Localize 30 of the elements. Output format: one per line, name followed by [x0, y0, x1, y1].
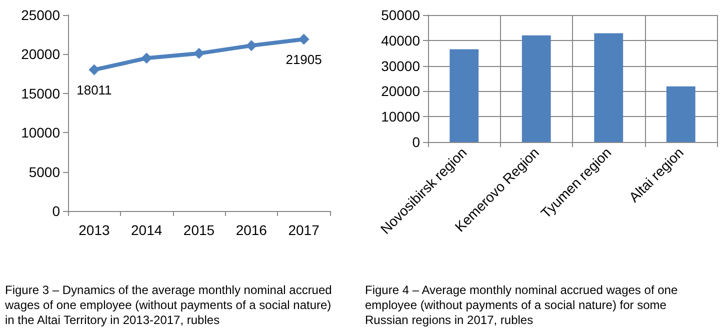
x-tick-label: 2017 — [288, 222, 320, 238]
x-tick-label: 2015 — [183, 222, 215, 238]
y-tick-label: 20000 — [381, 83, 420, 100]
y-tick-label: 0 — [52, 203, 60, 219]
point — [141, 52, 152, 64]
caption: Figure 3 – Dynamics of the average monthly nominal accrued wages of one employee (without payments of a social nature) in the Altai Territory in 2013-2017, rubles — [5, 283, 333, 328]
x-tick-label: 2014 — [131, 222, 162, 238]
data-label: 18011 — [76, 82, 112, 98]
y-tick-label: 25000 — [21, 7, 60, 23]
bar — [594, 33, 624, 142]
point — [88, 64, 100, 76]
y-tick-label: 20000 — [21, 46, 60, 62]
bar — [522, 35, 551, 142]
point — [194, 48, 204, 59]
y-tick-label: 30000 — [381, 58, 420, 74]
y-tick-label: 0 — [412, 134, 420, 150]
y-tick-label: 40000 — [381, 32, 420, 48]
point — [298, 34, 310, 45]
data-label: 21905 — [286, 52, 322, 67]
y-tick-label: 10000 — [381, 108, 420, 125]
bar — [450, 49, 479, 142]
point — [246, 40, 257, 52]
x-tick-label: 2016 — [236, 222, 268, 238]
y-tick-label: 5000 — [28, 164, 60, 180]
y-tick-label: 50000 — [381, 7, 420, 23]
x-tick-label: 2013 — [78, 222, 110, 238]
y-tick-label: 15000 — [21, 85, 60, 102]
caption: Figure 4 – Average monthly nominal accrued wages of one employee (without payments of a social nature) for some Russian regions in 2017, rubles — [365, 283, 679, 328]
y-tick-label: 10000 — [21, 124, 60, 141]
bar — [666, 86, 696, 142]
